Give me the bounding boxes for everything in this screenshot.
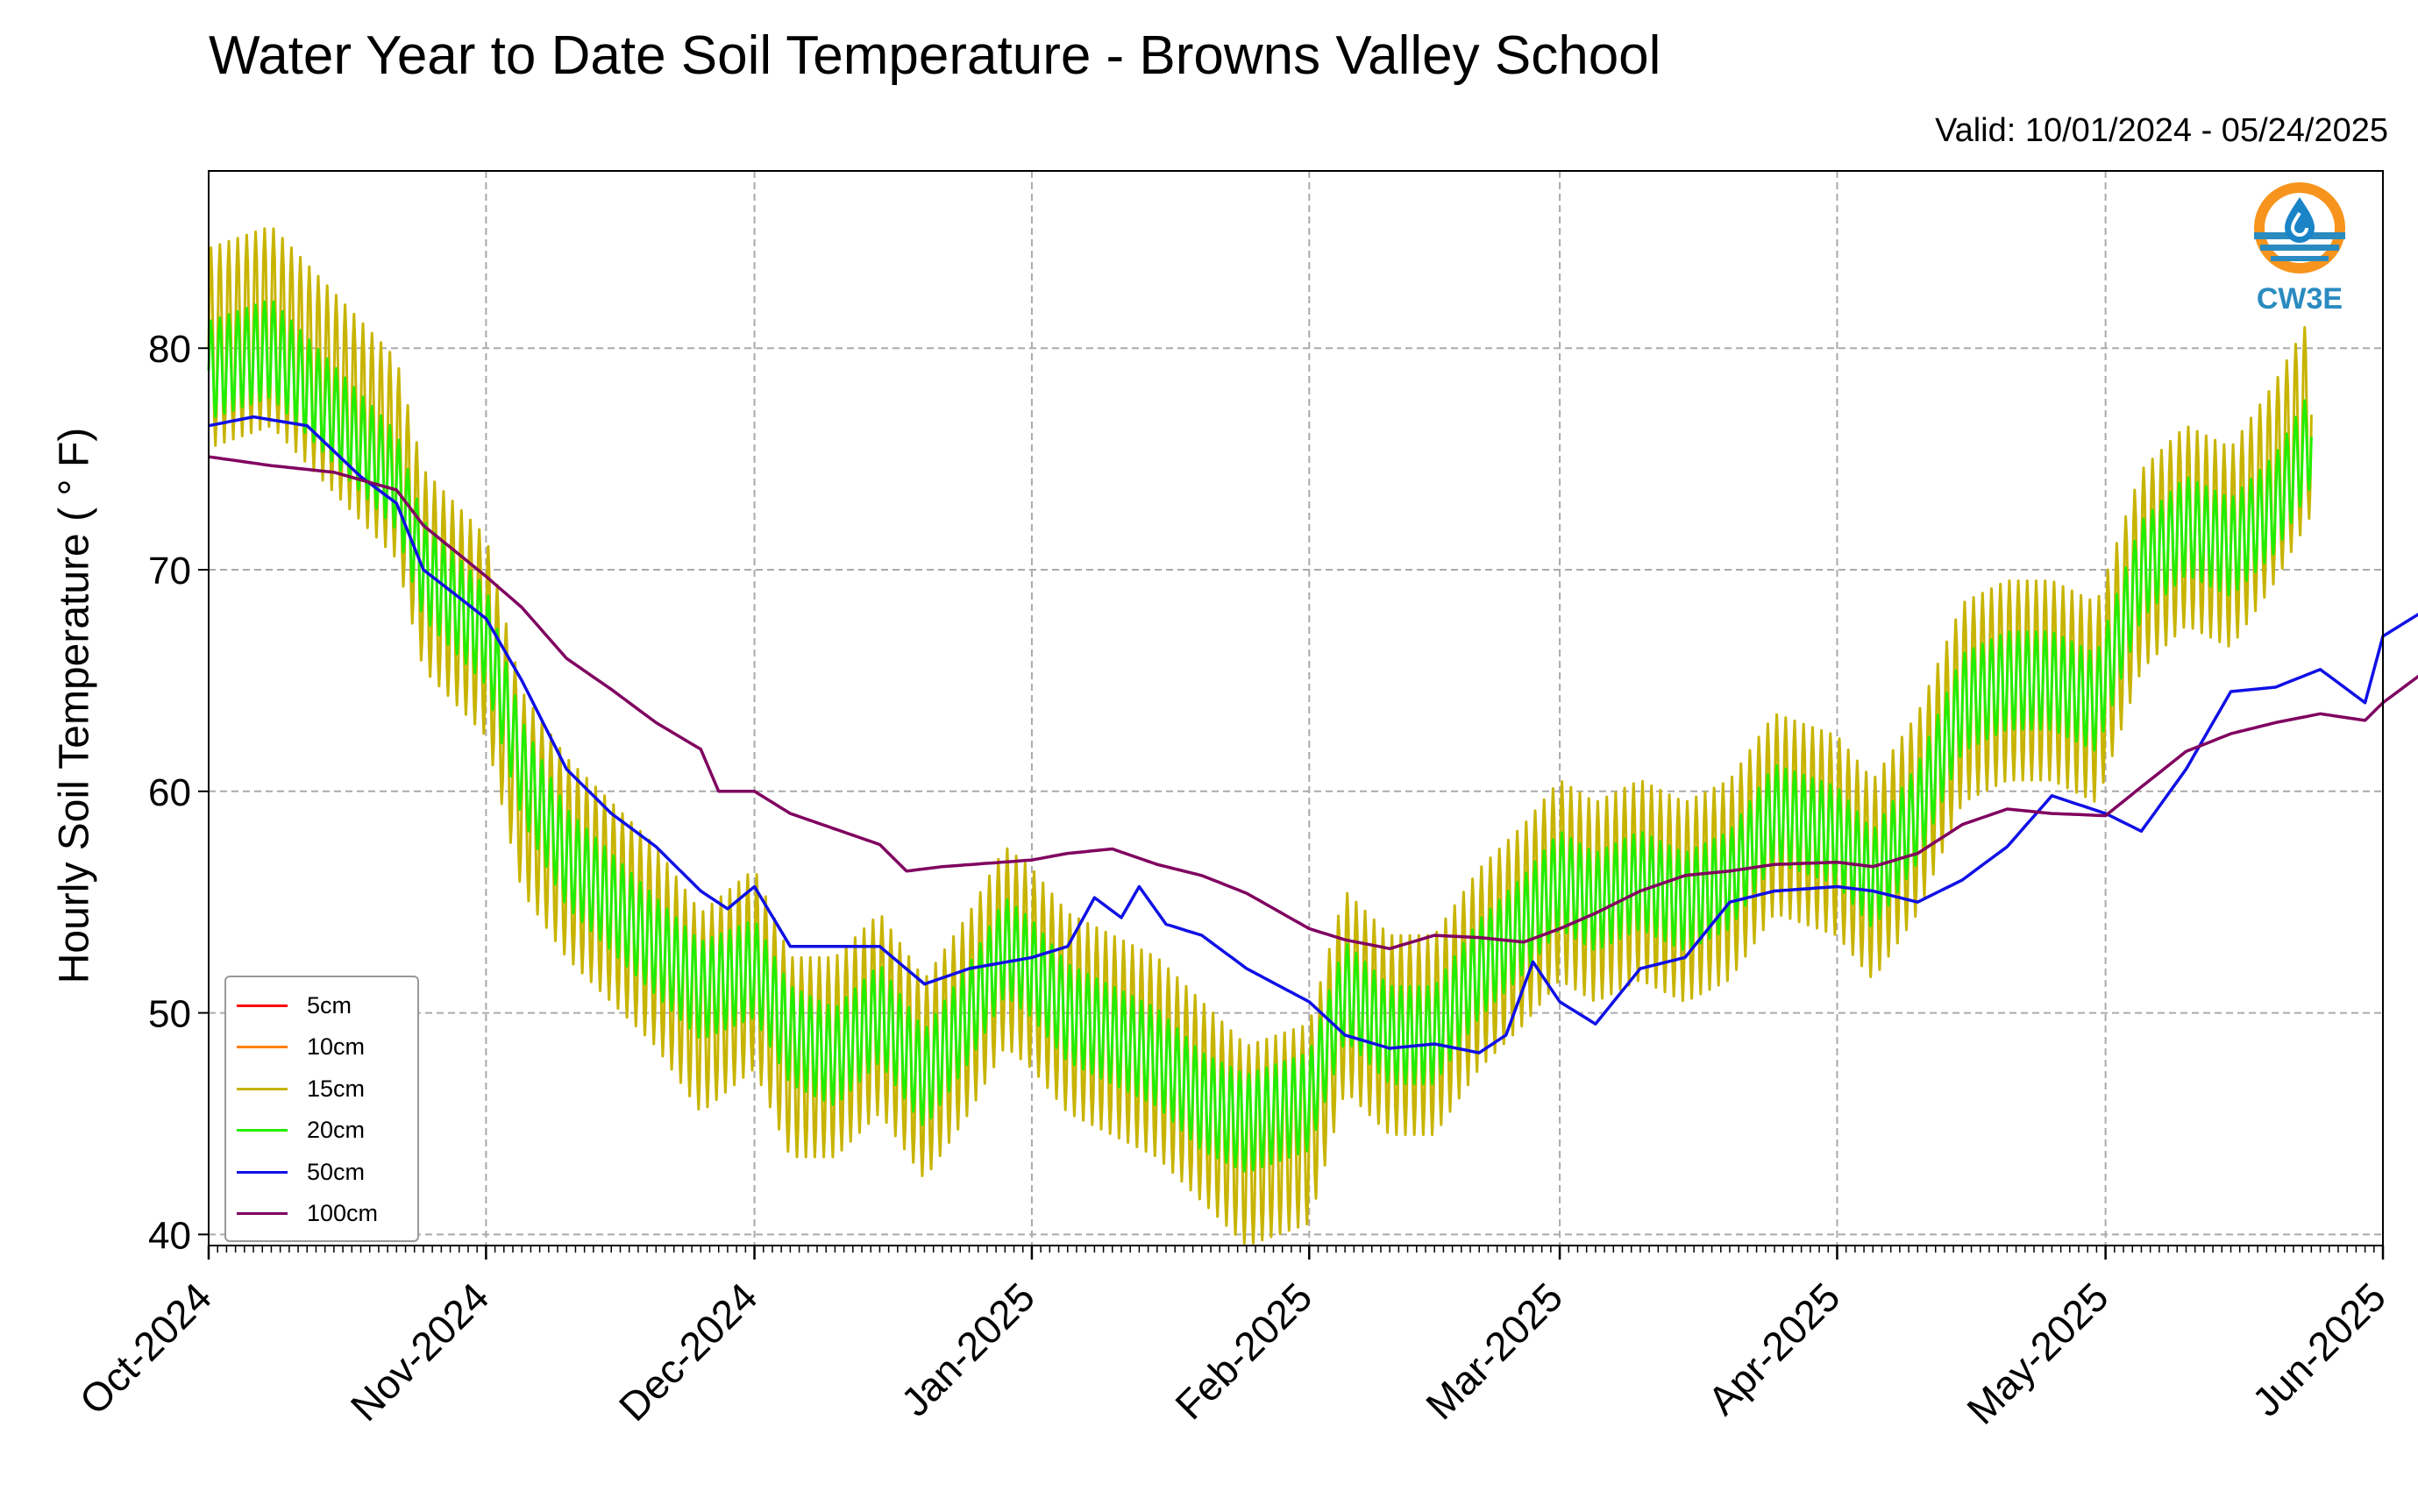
legend-label: 20cm (307, 1117, 366, 1143)
x-tick-label: Nov-2024 (342, 1274, 498, 1430)
x-tick-label: Jan-2025 (893, 1274, 1043, 1424)
chart-title: Water Year to Date Soil Temperature - Br… (209, 25, 1661, 86)
x-tick-label: Apr-2025 (1699, 1274, 1849, 1423)
x-tick-label: Feb-2025 (1166, 1274, 1320, 1428)
x-tick-label: Oct-2024 (71, 1274, 221, 1423)
series-line-50cm (208, 415, 2418, 1054)
legend-swatch (237, 1212, 288, 1215)
x-tick-label: Dec-2024 (610, 1274, 766, 1430)
legend-item-5cm: 5cm (237, 988, 352, 1023)
logo-text: CW3E (2256, 282, 2343, 316)
legend-item-100cm: 100cm (237, 1196, 378, 1232)
legend-swatch (237, 1129, 288, 1132)
legend-label: 15cm (307, 1075, 366, 1102)
x-tick-label: Jun-2025 (2244, 1274, 2394, 1424)
y-tick-label: 70 (148, 550, 191, 593)
x-tick-label: Mar-2025 (1417, 1274, 1571, 1428)
y-tick-label: 40 (148, 1214, 191, 1257)
legend-label: 50cm (307, 1158, 366, 1185)
series-line-20cm (207, 300, 2313, 1173)
series-lines (207, 227, 2418, 1245)
water-drop-logo-icon (2254, 182, 2345, 273)
plot-frame (208, 170, 2384, 1246)
y-axis-label-wrap: Hourly Soil Temperature ( ° F) (48, 162, 101, 1249)
legend-item-15cm: 15cm (237, 1071, 365, 1106)
grid-lines (209, 171, 2383, 1246)
valid-date-range: Valid: 10/01/2024 - 05/24/2025 (1935, 112, 2388, 149)
legend-item-20cm: 20cm (237, 1113, 365, 1148)
legend-label: 10cm (307, 1033, 366, 1060)
x-tick-label: May-2025 (1958, 1274, 2116, 1432)
legend-label: 5cm (307, 991, 352, 1019)
legend-item-50cm: 50cm (237, 1154, 365, 1189)
legend-swatch (237, 1004, 288, 1007)
y-axis-label: Hourly Soil Temperature ( ° F) (51, 427, 98, 984)
y-tick-label: 80 (148, 328, 191, 371)
legend-swatch (237, 1087, 288, 1090)
y-tick-label: 50 (148, 993, 191, 1036)
legend-label: 100cm (307, 1200, 379, 1226)
legend-item-10cm: 10cm (237, 1030, 365, 1065)
series-line-100cm (208, 455, 2418, 951)
legend: 5cm 10cm 15cm 20cm 50cm 100cm (224, 976, 419, 1242)
cw3e-logo: CW3E (2251, 180, 2348, 320)
legend-swatch (237, 1170, 288, 1174)
legend-swatch (237, 1046, 288, 1048)
y-tick-label: 60 (148, 771, 191, 814)
axis-ticks (198, 347, 2385, 1260)
